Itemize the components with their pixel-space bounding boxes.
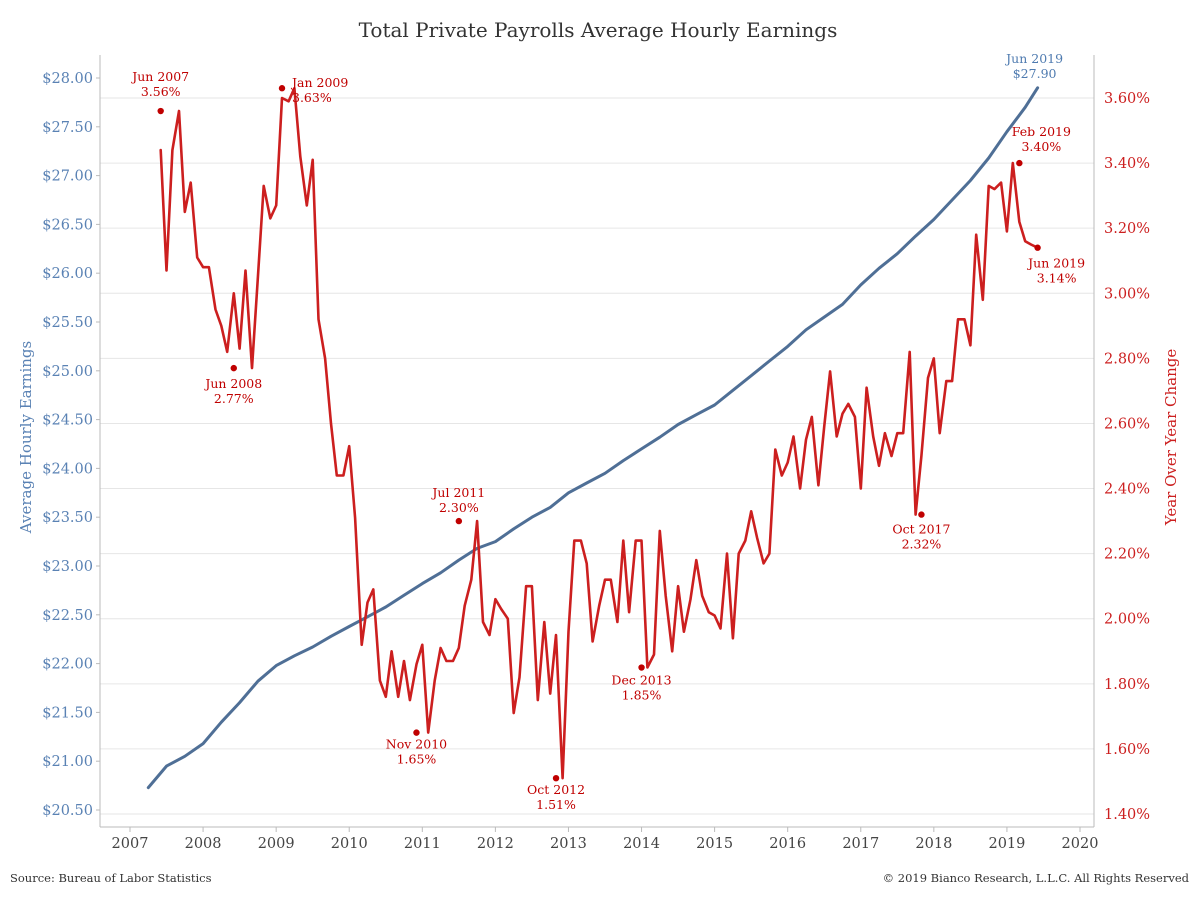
left-tick-label: $24.00 <box>42 461 93 477</box>
left-tick-label: $23.00 <box>42 559 93 575</box>
left-axis-label: Average Hourly Earnings <box>17 341 35 534</box>
annotation-value: 2.32% <box>902 537 942 552</box>
right-tick-label: 3.40% <box>1104 156 1150 172</box>
gridlines <box>100 97 1094 815</box>
x-tick-label: 2018 <box>915 836 952 852</box>
annotation-value: 3.14% <box>1037 271 1077 286</box>
left-tick-label: $22.00 <box>42 657 93 673</box>
x-tick-label: 2019 <box>988 836 1025 852</box>
right-tick-label: 2.20% <box>1104 547 1150 563</box>
right-tick-label: 3.20% <box>1104 221 1150 237</box>
annotation-marker <box>918 511 925 518</box>
annotation-marker <box>552 775 560 782</box>
annotation-date: Feb 2019 <box>1012 124 1071 139</box>
x-tick-label: 2008 <box>185 836 222 852</box>
left-tick-label: $22.50 <box>42 608 93 624</box>
annotation-value: 2.30% <box>439 500 479 515</box>
annotation-marker <box>455 517 463 525</box>
x-tick-label: 2009 <box>258 836 295 852</box>
axes <box>99 55 1095 828</box>
left-tick-label: $21.50 <box>42 705 93 721</box>
right-tick-label: 3.60% <box>1104 91 1150 107</box>
annotation-value: 3.40% <box>1021 139 1061 154</box>
x-tick-label: 2017 <box>842 836 879 852</box>
annotation-marker <box>1034 244 1041 251</box>
annotation-value: 1.51% <box>536 797 576 812</box>
copyright-note: © 2019 Bianco Research, L.L.C. All Right… <box>883 871 1190 885</box>
annotation-value: 3.63% <box>292 90 332 105</box>
x-tick-label: 2014 <box>623 836 660 852</box>
x-tick-label: 2011 <box>404 836 441 852</box>
annotation-marker <box>230 364 237 372</box>
annotation-value: 1.85% <box>622 688 662 703</box>
left-tick-label: $27.50 <box>42 120 93 136</box>
annotation-date: Jan 2009 <box>290 75 348 90</box>
earnings-line <box>146 86 1040 790</box>
right-tick-label: 2.00% <box>1104 612 1150 628</box>
annotation-value: 3.56% <box>141 84 181 99</box>
x-tick-label: 2020 <box>1062 836 1099 852</box>
source-note: Source: Bureau of Labor Statistics <box>10 871 212 885</box>
left-tick-label: $25.00 <box>42 364 93 380</box>
right-tick-label: 1.80% <box>1104 677 1150 693</box>
annotation-date: Jun 2007 <box>130 69 189 84</box>
left-tick-label: $27.00 <box>42 169 93 185</box>
x-tick-label: 2012 <box>477 836 514 852</box>
left-axis-ticks: $20.50 $21.00 $21.50 $22.00 $22.50 $23.00 $23.… <box>42 71 100 819</box>
annotation-date: Jun 2019 <box>1004 51 1063 66</box>
annotation-date: Jul 2011 <box>430 485 485 500</box>
chart-title: Total Private Payrolls Average Hourly Ea… <box>359 18 838 42</box>
left-tick-label: $25.50 <box>42 315 93 331</box>
annotation-marker <box>638 664 645 671</box>
annotation-date: Oct 2017 <box>892 522 950 537</box>
annotation-value: 2.77% <box>214 391 254 406</box>
x-tick-label: 2010 <box>331 836 368 852</box>
x-tick-label: 2015 <box>696 836 733 852</box>
x-axis-ticks: 2007 2008 2009 2010 2011 2012 2013 2014 2015 2016… <box>112 827 1099 852</box>
x-tick-label: 2013 <box>550 836 587 852</box>
right-tick-label: 3.00% <box>1104 286 1150 302</box>
right-tick-label: 2.60% <box>1104 416 1150 432</box>
left-tick-label: $23.50 <box>42 510 93 526</box>
left-tick-label: $26.50 <box>42 217 93 233</box>
annotation-date: Nov 2010 <box>386 737 447 752</box>
annotation-date: Jun 2008 <box>203 376 262 391</box>
annotation-date: Oct 2012 <box>527 782 585 797</box>
right-tick-label: 2.40% <box>1104 482 1150 498</box>
right-tick-label: 2.80% <box>1104 351 1150 367</box>
left-tick-label: $24.50 <box>42 413 93 429</box>
annotation-marker <box>157 107 164 115</box>
annotation-date: Jun 2019 <box>1026 256 1085 271</box>
annotation-value: $27.90 <box>1013 66 1057 81</box>
yoy-change-line <box>159 86 1039 780</box>
right-axis-ticks: 1.40% 1.60% 1.80% 2.00% 2.20% 2.40% 2.60% 2.80%… <box>1104 91 1150 823</box>
right-axis-label: Year Over Year Change <box>1162 349 1180 527</box>
series <box>146 86 1040 790</box>
annotation-marker <box>1016 159 1023 167</box>
annotation-date: Dec 2013 <box>611 673 671 688</box>
annotation-marker <box>278 85 286 92</box>
left-tick-label: $28.00 <box>42 71 93 87</box>
right-tick-label: 1.60% <box>1104 742 1150 758</box>
left-tick-label: $20.50 <box>42 803 93 819</box>
x-tick-label: 2007 <box>112 836 149 852</box>
annotation-marker <box>413 729 420 736</box>
left-tick-label: $26.00 <box>42 266 93 282</box>
annotation-value: 1.65% <box>397 752 437 767</box>
x-tick-label: 2016 <box>769 836 806 852</box>
right-tick-label: 1.40% <box>1104 807 1150 823</box>
left-tick-label: $21.00 <box>42 754 93 770</box>
